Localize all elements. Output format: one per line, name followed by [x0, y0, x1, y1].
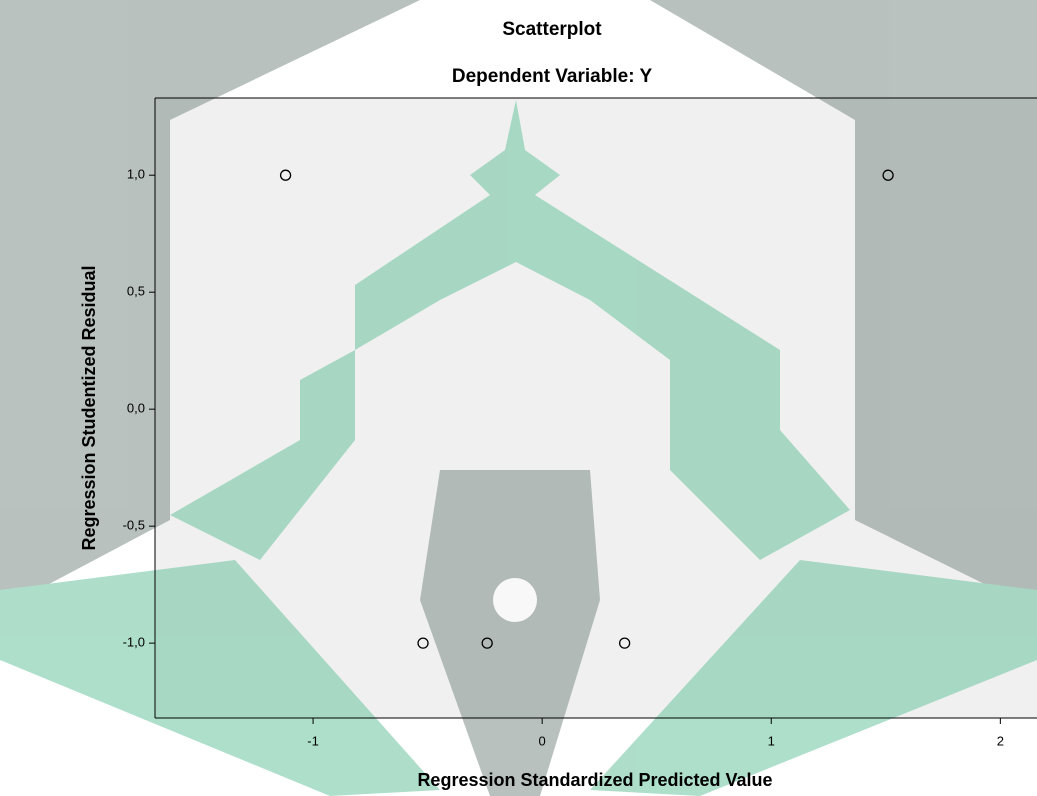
x-tick-label: 1 — [768, 733, 775, 748]
x-tick-label: -1 — [307, 733, 319, 748]
chart: Scatterplot Dependent Variable: Y Regres… — [0, 0, 1037, 796]
x-tick-label: 2 — [997, 733, 1004, 748]
x-axis-label: Regression Standardized Predicted Value — [417, 770, 772, 790]
x-tick-label: 0 — [539, 733, 546, 748]
chart-subtitle: Dependent Variable: Y — [452, 66, 653, 87]
y-tick-label: -0,5 — [123, 518, 145, 533]
y-tick-label: 1,0 — [127, 167, 145, 182]
y-tick-label: 0,0 — [127, 401, 145, 416]
y-tick-label: 0,5 — [127, 284, 145, 299]
y-axis-label: Regression Studentized Residual — [79, 265, 99, 550]
y-tick-label: -1,0 — [123, 635, 145, 650]
chart-title: Scatterplot — [502, 19, 602, 40]
